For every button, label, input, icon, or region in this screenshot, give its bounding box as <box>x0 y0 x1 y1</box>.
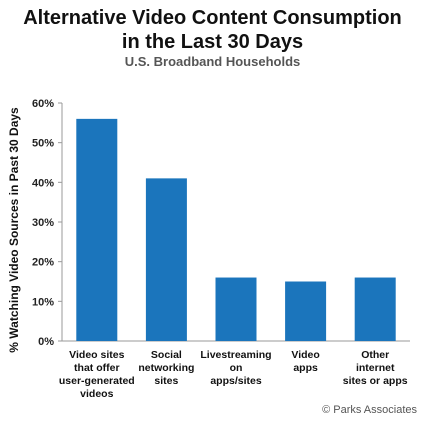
x-tick-label: apps/sites <box>210 375 262 387</box>
x-tick-label: networking <box>138 362 194 374</box>
x-tick-label: Livestreaming <box>200 349 271 361</box>
x-tick-label: that offer <box>74 362 120 374</box>
chart-title-line-2: in the Last 30 Days <box>121 31 304 53</box>
x-tick-label: Other <box>361 349 389 361</box>
x-tick-label: Video sites <box>69 349 124 361</box>
x-tick-label: apps <box>293 362 318 374</box>
x-tick-label: sites <box>154 375 178 387</box>
bar <box>76 118 118 341</box>
y-axis-label-group: % Watching Video Sources in Past 30 Days <box>7 107 21 353</box>
y-axis-label: % Watching Video Sources in Past 30 Days <box>7 107 21 353</box>
y-tick-label: 40% <box>32 177 54 189</box>
chart-title-line-1: Alternative Video Content Consumption <box>23 7 402 29</box>
bars <box>76 118 396 341</box>
y-tick-label: 0% <box>38 336 54 348</box>
y-tick-label: 50% <box>32 138 54 150</box>
x-tick-label: Social <box>151 349 182 361</box>
chart-subtitle: U.S. Broadband Households <box>124 54 301 69</box>
x-tick-label: on <box>230 362 243 374</box>
y-tick-label: 60% <box>32 98 54 110</box>
x-tick-label: Video <box>291 349 319 361</box>
bar <box>145 178 187 341</box>
bar <box>354 277 396 341</box>
chart-title: Alternative Video Content Consumption in… <box>0 6 425 54</box>
y-ticks: 0% 10% 20% 30% 40% 50% 60% <box>32 98 62 348</box>
x-tick-label: internet <box>356 362 395 374</box>
x-tick-label: sites or apps <box>343 375 408 387</box>
x-tick-label: videos <box>80 388 113 400</box>
x-tick-label: user-generated <box>59 375 135 387</box>
credit-text: © Parks Associates <box>322 404 417 416</box>
y-tick-label: 30% <box>32 217 54 229</box>
bar <box>285 281 327 341</box>
y-tick-label: 20% <box>32 257 54 269</box>
y-tick-label: 10% <box>32 296 54 308</box>
bar <box>215 277 257 341</box>
